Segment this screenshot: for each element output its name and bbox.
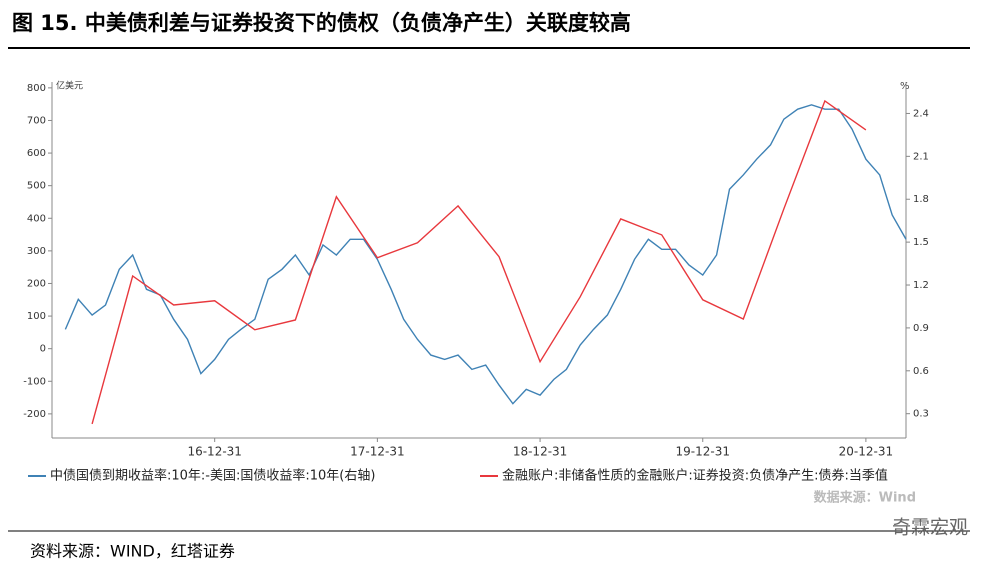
- series-line: [91, 99, 867, 425]
- x-tick-label: 19-12-31: [676, 445, 730, 459]
- y-axis-label: 亿美元: [56, 80, 83, 92]
- annotation: 数据来源：Wind: [814, 490, 916, 506]
- series-line: [64, 104, 907, 405]
- y-tick-label: 0: [40, 344, 46, 355]
- y-tick-label: 100: [27, 311, 46, 322]
- y2-tick-label: 1.5: [913, 237, 929, 248]
- y-tick-label: 500: [27, 181, 46, 192]
- y-tick-label: 300: [27, 246, 46, 257]
- y-tick-label: -100: [23, 376, 46, 387]
- y2-tick-label: 2.1: [913, 151, 929, 162]
- x-tick-label: 20-12-31: [839, 445, 893, 459]
- x-tick-label: 16-12-31: [187, 445, 241, 459]
- y-tick-label: 700: [27, 115, 46, 126]
- x-tick-label: 17-12-31: [350, 445, 404, 459]
- y2-tick-label: 0.9: [913, 323, 929, 334]
- y-tick-label: 600: [27, 148, 46, 159]
- y2-axis-label: %: [900, 81, 910, 92]
- y2-tick-label: 1.8: [913, 194, 929, 205]
- y2-tick-label: 0.6: [913, 366, 929, 377]
- x-tick-label: 18-12-31: [513, 445, 567, 459]
- y-tick-label: -200: [23, 409, 46, 420]
- y-tick-label: 800: [27, 83, 46, 94]
- legend-label: 金融账户:非储备性质的金融账户:证券投资:负债净产生:债券:当季值: [502, 468, 888, 484]
- watermark: 奇霖宏观: [892, 517, 968, 539]
- y-tick-label: 200: [27, 278, 46, 289]
- y-tick-label: 400: [27, 213, 46, 224]
- y2-tick-label: 0.3: [913, 409, 929, 420]
- chart-title: 图 15. 中美债利差与证券投资下的债权（负债净产生）关联度较高: [12, 11, 631, 35]
- y2-tick-label: 2.4: [913, 108, 929, 119]
- legend-label: 中债国债到期收益率:10年:-美国:国债收益率:10年(右轴): [50, 468, 375, 484]
- y2-tick-label: 1.2: [913, 280, 929, 291]
- footer: 资料来源：WIND，红塔证券: [30, 542, 235, 561]
